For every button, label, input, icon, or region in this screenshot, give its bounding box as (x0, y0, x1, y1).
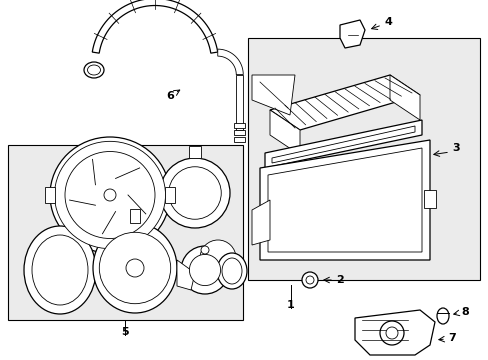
Polygon shape (92, 0, 217, 53)
Text: 7: 7 (447, 333, 455, 343)
Bar (164, 187, 175, 203)
Text: 4: 4 (383, 17, 391, 27)
Polygon shape (389, 75, 419, 120)
Ellipse shape (65, 152, 155, 238)
Text: 6: 6 (166, 91, 174, 101)
Polygon shape (260, 140, 429, 260)
Bar (8, 145, 243, 320)
Circle shape (379, 321, 403, 345)
Bar (234, 136, 245, 141)
Text: 5: 5 (121, 327, 128, 337)
Ellipse shape (222, 258, 242, 284)
Polygon shape (271, 126, 414, 163)
Circle shape (302, 272, 317, 288)
Circle shape (201, 246, 208, 254)
Polygon shape (339, 20, 364, 48)
Text: 3: 3 (451, 143, 459, 153)
Circle shape (126, 259, 143, 277)
Polygon shape (267, 148, 421, 252)
Ellipse shape (217, 253, 246, 289)
Circle shape (200, 240, 236, 276)
Ellipse shape (436, 308, 448, 324)
Polygon shape (236, 75, 243, 130)
Text: 2: 2 (335, 275, 343, 285)
Ellipse shape (24, 226, 96, 314)
Ellipse shape (84, 62, 104, 78)
Circle shape (305, 276, 313, 284)
Circle shape (160, 158, 229, 228)
Polygon shape (269, 110, 299, 155)
Bar (130, 209, 140, 223)
Circle shape (168, 167, 221, 219)
Polygon shape (264, 120, 421, 168)
Ellipse shape (93, 223, 177, 313)
Polygon shape (177, 260, 195, 290)
Circle shape (181, 246, 228, 294)
Circle shape (189, 255, 220, 285)
Text: 8: 8 (460, 307, 468, 317)
Bar (423, 190, 435, 208)
Bar (234, 130, 245, 135)
Bar (251, 215, 264, 233)
Ellipse shape (32, 235, 88, 305)
Ellipse shape (87, 65, 101, 75)
Polygon shape (354, 310, 434, 355)
Polygon shape (217, 49, 243, 75)
Polygon shape (251, 75, 294, 115)
Ellipse shape (50, 137, 170, 253)
Circle shape (104, 189, 116, 201)
Circle shape (99, 232, 170, 304)
Ellipse shape (54, 141, 165, 249)
Circle shape (385, 327, 397, 339)
Bar (247, 38, 479, 280)
Bar (45, 187, 55, 203)
Bar (234, 123, 245, 127)
Text: 1: 1 (286, 300, 294, 310)
Bar (189, 146, 201, 158)
Polygon shape (251, 200, 269, 245)
Polygon shape (269, 75, 419, 130)
